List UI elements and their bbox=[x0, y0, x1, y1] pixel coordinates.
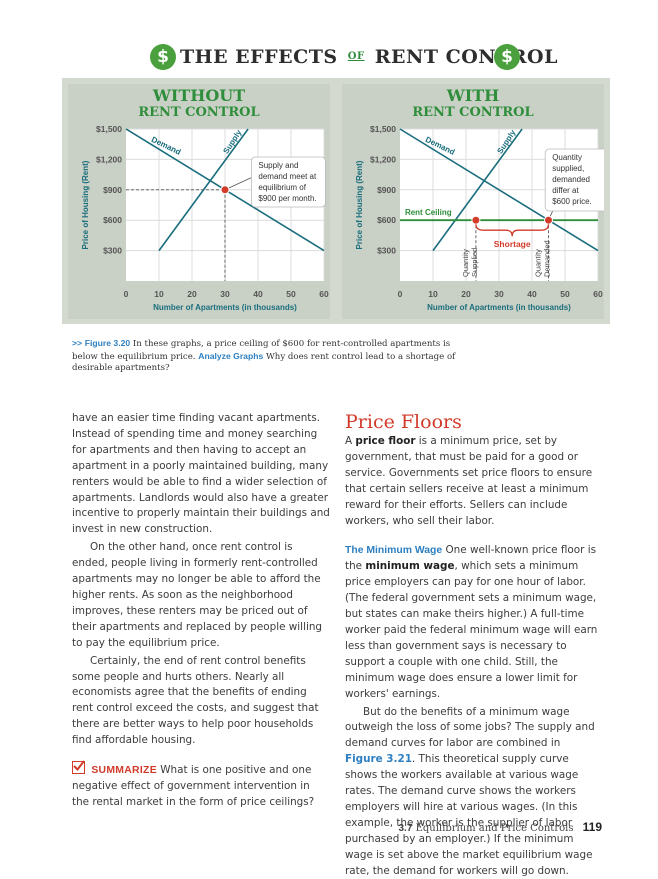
caption-analyze-label: Analyze Graphs bbox=[198, 351, 263, 361]
footer-section-number: 3.7 bbox=[398, 823, 412, 834]
equilibrium-callout-line: equilibrium of bbox=[258, 183, 306, 192]
shortage-callout-line: supplied, bbox=[552, 164, 584, 173]
shortage-label: Shortage bbox=[494, 239, 531, 249]
left-column: have an easier time finding vacant apart… bbox=[72, 411, 330, 811]
paragraph: The Minimum Wage One well-known price fl… bbox=[345, 543, 601, 702]
caption-arrows: >> bbox=[72, 338, 82, 348]
paragraph: Certainly, the end of rent control benef… bbox=[72, 654, 330, 749]
footer-section-title: Equilibrium and Price Controls bbox=[416, 823, 574, 834]
equilibrium-point bbox=[221, 186, 229, 194]
dollar-icon: $ bbox=[494, 44, 520, 70]
equilibrium-callout-line: demand meet at bbox=[258, 172, 317, 181]
page-footer: 3.7 Equilibrium and Price Controls 119 bbox=[398, 820, 602, 834]
y-tick-label: $600 bbox=[103, 215, 122, 225]
paragraph: have an easier time finding vacant apart… bbox=[72, 411, 330, 538]
summarize-label: SUMMARIZE bbox=[91, 765, 157, 776]
text-run: A bbox=[345, 435, 352, 447]
y-tick-label: $1,500 bbox=[96, 124, 122, 134]
y-tick-label: $900 bbox=[103, 185, 122, 195]
banner-title-of: OF bbox=[345, 51, 368, 62]
key-term: minimum wage bbox=[365, 560, 454, 572]
y-tick-label: $300 bbox=[377, 246, 396, 256]
chart-without-rent-control: $1,500 $1,200 $900 $600 $300 0 10 20 30 40 50 60 Num… bbox=[68, 84, 330, 319]
x-tick-label: 60 bbox=[319, 289, 329, 299]
x-tick-label: 10 bbox=[154, 289, 164, 299]
paragraph: But do the benefits of a minimum wage ou… bbox=[345, 705, 601, 879]
x-tick-label: 10 bbox=[428, 289, 438, 299]
banner-title-part-1: THE EFFECTS bbox=[180, 46, 338, 68]
x-tick-label: 20 bbox=[461, 289, 471, 299]
dollar-icon: $ bbox=[150, 44, 176, 70]
shortage-callout-line: demanded bbox=[552, 175, 590, 184]
x-tick-label: 50 bbox=[286, 289, 296, 299]
figure-reference[interactable]: Figure 3.21 bbox=[345, 753, 412, 765]
shortage-callout-line: differ at bbox=[552, 186, 579, 195]
text-run: But do the benefits of a minimum wage ou… bbox=[345, 706, 595, 750]
banner-title-part-2: RENT CONTROL bbox=[375, 46, 558, 68]
text-run: , which sets a minimum price employers c… bbox=[345, 560, 597, 699]
x-tick-label: 40 bbox=[527, 289, 537, 299]
x-tick-label: 0 bbox=[398, 289, 403, 299]
figure-banner: $ THE EFFECTS OF RENT CONTROL $ bbox=[150, 40, 520, 74]
figure-caption: >> Figure 3.20 In these graphs, a price … bbox=[72, 338, 462, 375]
shortage-callout-line: Quantity bbox=[552, 153, 582, 162]
y-tick-label: $300 bbox=[103, 246, 122, 256]
y-tick-label: $1,200 bbox=[96, 154, 122, 164]
x-axis-label: Number of Apartments (in thousands) bbox=[427, 303, 571, 312]
y-tick-label: $900 bbox=[377, 185, 396, 195]
text-run: is a minimum price, set by government, t… bbox=[345, 435, 592, 527]
quantity-demanded-label: Demanded bbox=[543, 240, 552, 277]
y-axis-label: Price of Housing (Rent) bbox=[81, 160, 90, 249]
sub-heading: The Minimum Wage bbox=[345, 545, 442, 556]
checkbox-icon bbox=[72, 761, 85, 774]
x-tick-label: 20 bbox=[187, 289, 197, 299]
x-tick-label: 30 bbox=[220, 289, 230, 299]
rent-ceiling-label: Rent Ceiling bbox=[405, 208, 452, 217]
right-column: A price floor is a minimum price, set by… bbox=[345, 434, 601, 879]
x-tick-label: 40 bbox=[253, 289, 263, 299]
text-run: . This theoretical supply curve shows th… bbox=[345, 753, 593, 876]
y-axis-label: Price of Housing (Rent) bbox=[355, 160, 364, 249]
paragraph: On the other hand, once rent control is … bbox=[72, 540, 330, 651]
x-tick-label: 0 bbox=[124, 289, 129, 299]
chart-with-rent-control: $1,500 $1,200 $900 $600 $300 0 10 20 30 40 50 60 Num… bbox=[342, 84, 604, 319]
y-tick-label: $1,500 bbox=[370, 124, 396, 134]
quantity-supplied-label: Supplied bbox=[470, 248, 479, 277]
summarize-prompt: SUMMARIZE What is one positive and one n… bbox=[72, 761, 330, 811]
x-tick-label: 60 bbox=[593, 289, 603, 299]
quantity-demanded-point bbox=[545, 216, 553, 224]
shortage-callout-line: $600 price. bbox=[552, 197, 592, 206]
key-term: price floor bbox=[355, 435, 415, 447]
x-tick-label: 30 bbox=[494, 289, 504, 299]
section-heading: Price Floors bbox=[345, 411, 462, 433]
quantity-supplied-point bbox=[472, 216, 480, 224]
quantity-supplied-label: Quantity bbox=[461, 249, 470, 277]
y-tick-label: $600 bbox=[377, 215, 396, 225]
equilibrium-callout-line: $900 per month. bbox=[258, 194, 316, 203]
paragraph: A price floor is a minimum price, set by… bbox=[345, 434, 601, 529]
page-number: 119 bbox=[583, 820, 602, 834]
x-tick-label: 50 bbox=[560, 289, 570, 299]
banner-title: THE EFFECTS OF RENT CONTROL bbox=[180, 40, 490, 74]
quantity-demanded-label: Quantity bbox=[534, 249, 543, 277]
equilibrium-callout-line: Supply and bbox=[258, 161, 298, 170]
caption-figure-label: Figure 3.20 bbox=[85, 338, 130, 348]
y-tick-label: $1,200 bbox=[370, 154, 396, 164]
x-axis-label: Number of Apartments (in thousands) bbox=[153, 303, 297, 312]
